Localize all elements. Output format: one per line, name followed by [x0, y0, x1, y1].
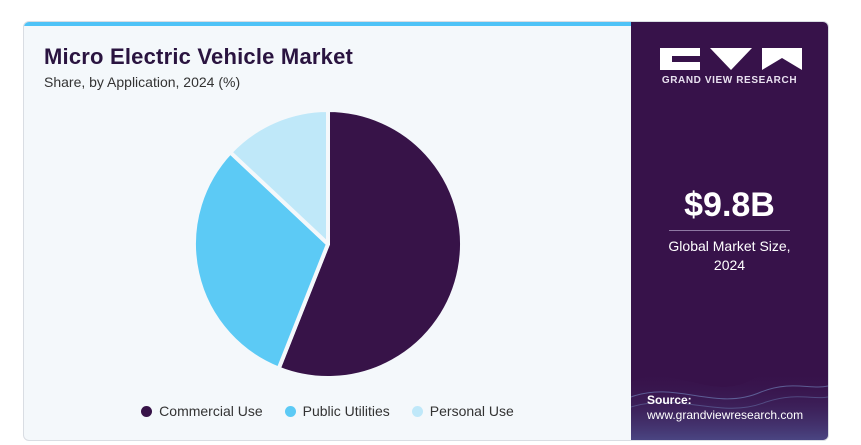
legend-item-public-utilities: Public Utilities — [284, 403, 390, 419]
decorative-wave — [631, 370, 828, 440]
market-caption-line: Global Market Size, — [668, 238, 791, 254]
legend-label: Commercial Use — [159, 403, 263, 419]
legend-swatch — [141, 405, 153, 417]
grand-view-research-logo — [660, 48, 802, 70]
market-caption-line: 2024 — [713, 257, 746, 273]
brand-name: GRAND VIEW RESEARCH — [661, 75, 798, 86]
infographic-card: Micro Electric Vehicle Market Share, by … — [23, 21, 829, 441]
legend-swatch — [411, 405, 423, 417]
chart-subtitle: Share, by Application, 2024 (%) — [44, 74, 241, 90]
summary-panel: GRAND VIEW RESEARCH $9.8B Global Market … — [631, 22, 828, 440]
pie-slice-commercial-use — [276, 108, 464, 380]
chart-title: Micro Electric Vehicle Market — [44, 44, 354, 69]
divider — [669, 230, 790, 231]
legend-item-commercial-use: Commercial Use — [141, 403, 263, 419]
source-label: Source: — [647, 393, 692, 407]
legend-item-personal-use: Personal Use — [411, 403, 514, 419]
pie-slice-public-utilities — [192, 150, 330, 371]
source-url: www.grandviewresearch.com — [647, 408, 804, 422]
pie-chart — [192, 108, 464, 380]
accent-bar — [24, 22, 631, 26]
chart-panel: Micro Electric Vehicle Market Share, by … — [24, 26, 631, 440]
legend-swatch — [284, 405, 296, 417]
legend-label: Public Utilities — [302, 403, 390, 419]
legend-label: Personal Use — [429, 403, 514, 419]
market-size-value: $9.8B — [684, 186, 775, 224]
pie-slice-personal-use — [228, 108, 330, 246]
market-size-caption: Global Market Size, 2024 — [631, 237, 828, 275]
chart-legend: Commercial Use Public Utilities Personal… — [24, 403, 631, 419]
